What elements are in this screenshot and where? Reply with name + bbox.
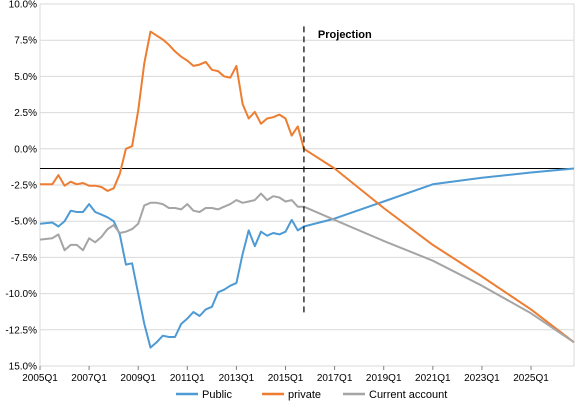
x-tick-label: 2013Q1	[219, 373, 255, 384]
x-tick-label: 2017Q1	[317, 373, 353, 384]
y-tick-label: -5.0%	[11, 217, 37, 228]
x-tick-label: 2005Q1	[22, 373, 58, 384]
y-tick-label: 5.0%	[14, 72, 37, 83]
series-line-current-account	[39, 192, 575, 344]
y-tick-label: -12.5%	[5, 325, 37, 336]
y-tick-label: -2.5%	[11, 181, 37, 192]
legend-label-public: Public	[202, 389, 232, 401]
series-line-private	[40, 30, 575, 344]
legend-label-private: private	[288, 389, 321, 401]
x-tick-label: 2011Q1	[170, 373, 205, 384]
x-tick-label: 2007Q1	[71, 373, 107, 384]
y-tick-label: 0.0%	[14, 144, 37, 155]
y-axis-tick-labels: 10.0% 7.5% 5.0% 2.5% 0.0% -2.5% -5.0% -7.5% -10.…	[5, 0, 37, 373]
x-axis-tick-labels: 2005Q1 2007Q1 2009Q1 2011Q1 2013Q1 2015Q1 2017…	[22, 366, 549, 384]
x-tick-label: 2025Q1	[513, 373, 549, 384]
series-line-public	[39, 167, 575, 349]
x-tick-label: 2019Q1	[366, 373, 402, 384]
series-lines	[39, 30, 575, 349]
x-tick-label: 2023Q1	[464, 373, 500, 384]
y-tick-label: -10.0%	[5, 289, 37, 300]
projection-annotation: Projection	[318, 29, 372, 41]
y-tick-label: 2.5%	[14, 108, 37, 119]
y-tick-label: -7.5%	[11, 253, 37, 264]
y-tick-label: 7.5%	[14, 36, 37, 47]
y-tick-label: 10.0%	[9, 0, 37, 11]
x-tick-label: 2015Q1	[268, 373, 304, 384]
gridlines	[40, 3, 574, 367]
y-tick-label: 15.0%	[9, 362, 37, 373]
legend-label-current-account: Current account	[369, 389, 447, 401]
x-tick-label: 2009Q1	[120, 373, 156, 384]
legend: Public private Current account	[176, 389, 447, 401]
x-tick-label: 2021Q1	[415, 373, 451, 384]
